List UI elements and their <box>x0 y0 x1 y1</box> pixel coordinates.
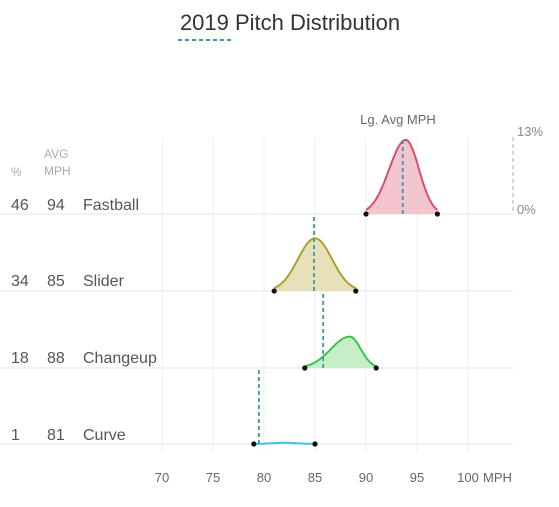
ridge-row-changeup: 18 88 Changeup <box>0 291 513 371</box>
min-point <box>251 441 257 447</box>
density-line <box>365 138 438 211</box>
scale-bottom-label: 0% <box>517 202 536 217</box>
x-tick-label: 75 <box>206 470 220 485</box>
chart-title: 2019 Pitch Distribution <box>180 10 400 35</box>
max-point <box>312 441 318 447</box>
row-avg-mph: 81 <box>47 427 65 444</box>
x-unit-label: MPH <box>483 470 512 485</box>
x-tick-label: 90 <box>359 470 373 485</box>
row-pct: 34 <box>11 273 29 290</box>
x-tick-label: 85 <box>308 470 322 485</box>
x-tick-label: 95 <box>410 470 424 485</box>
scale-top-label: 13% <box>517 124 543 139</box>
x-tick-label: 70 <box>155 470 169 485</box>
max-point <box>353 288 359 294</box>
row-pitch-name: Fastball <box>83 197 139 214</box>
row-pct: 1 <box>11 427 20 444</box>
x-tick-label: 80 <box>257 470 271 485</box>
row-pct: 46 <box>11 197 29 214</box>
x-tick-label: 100 <box>457 470 479 485</box>
ridge-row-slider: 34 85 Slider <box>0 214 513 294</box>
density-line <box>253 441 315 445</box>
row-avg-mph: 94 <box>47 197 65 214</box>
ridge-row-fastball: 46 94 Fastball <box>0 137 513 217</box>
density-line <box>273 237 357 289</box>
row-pct: 18 <box>11 350 29 367</box>
max-point <box>373 365 379 371</box>
ridge-rows: 46 94 Fastball 34 85 Slider 18 88 Changeup 1 81 Cur… <box>0 137 513 447</box>
min-point <box>271 288 277 294</box>
density-area <box>366 140 438 214</box>
row-avg-mph: 85 <box>47 273 65 290</box>
ridge-row-curve: 1 81 Curve <box>0 367 513 447</box>
row-pitch-name: Changeup <box>83 350 157 367</box>
row-pitch-name: Curve <box>83 427 126 444</box>
x-axis-ticks: 70 75 80 85 90 95 100 MPH <box>155 470 512 485</box>
density-area <box>274 238 356 291</box>
avg-header: AVG <box>44 147 68 161</box>
max-point <box>434 211 440 217</box>
density-line <box>304 335 377 368</box>
lg-avg-label: Lg. Avg MPH <box>360 112 436 127</box>
row-avg-mph: 88 <box>47 350 65 367</box>
x-gridlines <box>161 137 469 452</box>
pct-header: % <box>11 165 22 179</box>
row-pitch-name: Slider <box>83 273 125 290</box>
min-point <box>302 365 308 371</box>
mph-header: MPH <box>44 164 71 178</box>
min-point <box>363 211 369 217</box>
